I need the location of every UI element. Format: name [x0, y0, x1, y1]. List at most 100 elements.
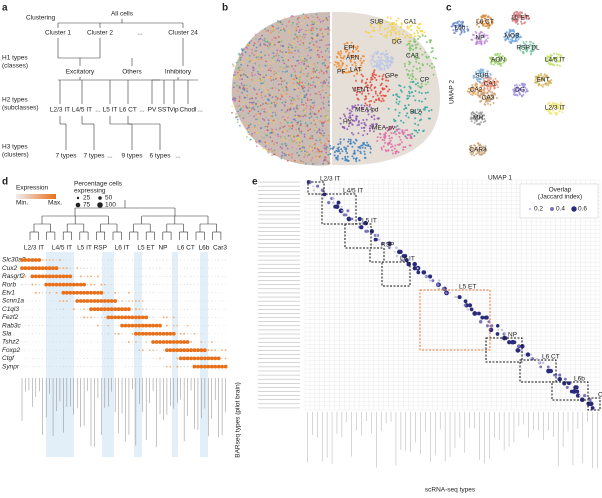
cell-dot	[270, 148, 272, 150]
dot	[125, 267, 126, 269]
dot	[176, 324, 179, 327]
cell-dot	[344, 159, 347, 162]
cell-dot	[478, 123, 481, 125]
cell-dot	[325, 157, 328, 159]
cell-dot	[293, 104, 295, 107]
cell-dot	[248, 110, 251, 113]
column-band	[200, 252, 208, 457]
dot	[138, 284, 140, 286]
cell-dot	[424, 97, 427, 100]
overlap-dot	[466, 308, 469, 311]
cell-dot	[365, 97, 367, 100]
cell-dot	[303, 86, 306, 89]
dot	[44, 282, 49, 287]
cell-dot	[327, 33, 329, 35]
cell-dot	[280, 83, 283, 86]
dot	[176, 365, 179, 368]
cell-dot	[264, 40, 267, 43]
dot	[169, 275, 171, 277]
cell-dot	[485, 38, 488, 41]
region-label: SUB	[370, 19, 383, 26]
cell-dot	[302, 149, 304, 151]
dot	[52, 366, 54, 367]
dot	[211, 333, 213, 335]
cell-dot	[383, 67, 386, 70]
cell-dot	[271, 115, 274, 118]
cell-dot	[294, 53, 297, 55]
dot	[111, 349, 113, 351]
cell-dot	[270, 31, 272, 34]
cell-dot	[271, 94, 274, 96]
cell-dot	[518, 13, 521, 16]
dot	[196, 364, 200, 369]
cell-dot	[417, 27, 420, 30]
dot	[151, 331, 156, 336]
cell-dot	[502, 61, 505, 64]
cell-dot	[276, 79, 279, 82]
overlap-dot	[554, 373, 558, 377]
dot	[52, 333, 54, 335]
cell-dot	[325, 91, 327, 94]
cell-dot	[316, 150, 319, 153]
cell-dot	[301, 140, 304, 143]
cell-dot	[395, 101, 398, 104]
cell-dot	[291, 15, 294, 17]
dot	[214, 308, 216, 310]
cell-dot	[300, 132, 303, 134]
cell-dot	[343, 42, 346, 45]
dot	[155, 349, 158, 351]
cell-dot	[426, 63, 429, 65]
cell-dot	[354, 104, 357, 107]
cell-dot	[251, 103, 254, 106]
label: SST	[158, 107, 171, 114]
dot	[207, 292, 209, 294]
dot	[73, 333, 75, 335]
dot	[221, 325, 223, 326]
cell-dot	[283, 28, 285, 30]
dot	[199, 356, 204, 361]
cell-dot	[373, 29, 376, 32]
dot	[156, 366, 157, 367]
cell-dot	[472, 92, 475, 95]
dot	[47, 282, 52, 287]
cell-dot	[431, 66, 433, 69]
cell-dot	[486, 37, 489, 40]
cell-dot	[315, 47, 318, 50]
dot	[125, 349, 126, 351]
overlap-dot	[538, 361, 541, 364]
dot	[35, 325, 37, 326]
cell-dot	[357, 67, 360, 69]
cell-dot	[259, 113, 262, 116]
cell-dot	[394, 130, 396, 133]
cell-dot	[313, 69, 316, 72]
cell-dot	[320, 33, 323, 35]
overlap-dot	[393, 251, 396, 253]
cell-dot	[459, 23, 462, 26]
cell-dot	[297, 37, 300, 40]
dot	[69, 341, 71, 343]
cell-dot	[339, 122, 342, 125]
overlap-dot	[330, 197, 334, 200]
dot	[166, 284, 168, 286]
cell-dot	[324, 49, 327, 52]
cell-dot	[385, 57, 388, 60]
dot	[21, 366, 23, 368]
dot	[21, 349, 23, 351]
label: Max.	[48, 200, 62, 207]
cell-dot	[248, 101, 251, 104]
cell-dot	[360, 86, 363, 89]
cell-dot	[296, 151, 298, 154]
cell-dot	[505, 31, 508, 34]
cell-dot	[410, 33, 413, 36]
cell-dot	[300, 69, 303, 72]
cell-dot	[254, 69, 256, 71]
cell-dot	[319, 39, 321, 42]
cell-dot	[267, 98, 269, 101]
cell-dot	[390, 132, 393, 134]
gene-label: Fezf2	[2, 314, 19, 321]
cell-dot	[373, 101, 376, 103]
dot	[62, 316, 64, 318]
cell-dot	[371, 72, 374, 75]
cell-dot	[279, 127, 282, 129]
cell-dot	[245, 46, 248, 49]
